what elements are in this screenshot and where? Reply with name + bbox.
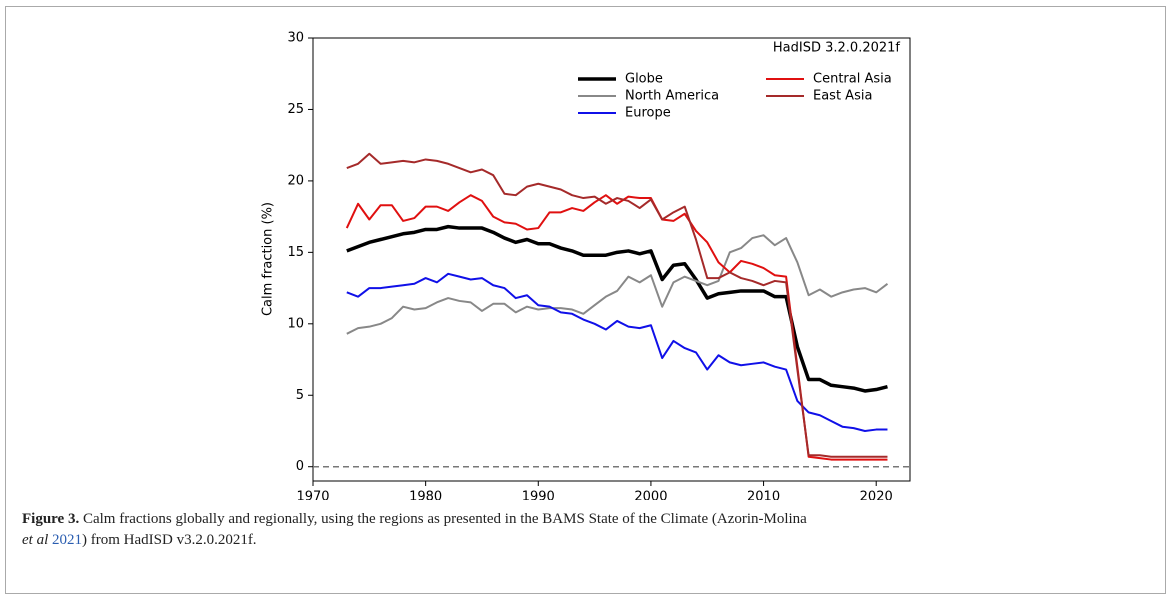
plot-frame xyxy=(312,37,911,482)
series-line xyxy=(346,224,888,393)
x-tick-label: 1980 xyxy=(409,490,442,501)
y-tick-label: 5 xyxy=(296,388,304,403)
x-tick-label: 1970 xyxy=(296,490,329,501)
legend-label: Europe xyxy=(625,106,671,121)
y-tick-label: 30 xyxy=(287,31,304,46)
legend-label: Globe xyxy=(625,72,663,87)
y-tick-label: 15 xyxy=(287,245,304,260)
annotation: HadISD 3.2.0.2021f xyxy=(773,41,901,56)
series-line xyxy=(346,272,888,432)
y-tick-label: 0 xyxy=(296,459,304,474)
series-line xyxy=(346,234,889,335)
y-tick-label: 10 xyxy=(287,316,304,331)
chart: Calm fraction (%) HadISD 3.2.0.2021f 0 5 1… xyxy=(261,31,911,501)
caption-year[interactable]: 2021 xyxy=(52,532,82,548)
caption-et-al: et al xyxy=(22,532,49,548)
legend-label: North America xyxy=(625,89,719,104)
legend-label: Central Asia xyxy=(813,72,892,87)
x-tick-label: 1990 xyxy=(522,490,555,501)
legend-label: East Asia xyxy=(813,89,872,104)
caption-text-end: ) from HadISD v3.2.0.2021f. xyxy=(82,532,257,548)
figure-frame xyxy=(5,6,1166,594)
caption-label: Figure 3. xyxy=(22,511,80,527)
y-axis-label: Calm fraction (%) xyxy=(261,202,276,316)
caption-text: Calm fractions globally and regionally, … xyxy=(82,511,807,527)
y-tick-label: 25 xyxy=(287,102,304,117)
caption: Figure 3. Calm fractions globally and re… xyxy=(22,509,1142,551)
x-tick-label: 2020 xyxy=(860,490,893,501)
series-line xyxy=(346,152,888,458)
x-tick-label: 2000 xyxy=(634,490,667,501)
y-tick-label: 20 xyxy=(287,173,304,188)
x-tick-label: 2010 xyxy=(747,490,780,501)
series-line xyxy=(345,194,888,461)
